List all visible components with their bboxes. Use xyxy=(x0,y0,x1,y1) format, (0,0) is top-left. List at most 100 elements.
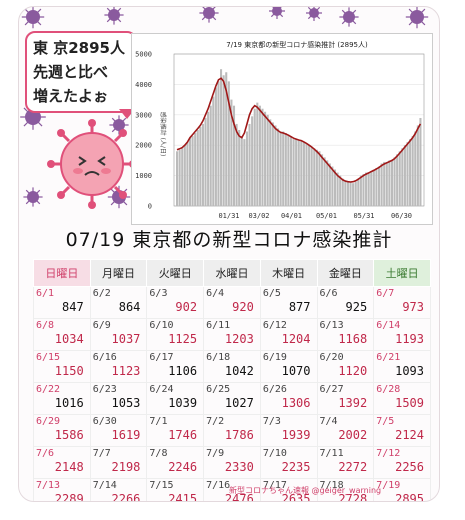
daily-bar xyxy=(393,157,396,206)
day-cell: 6/20 1120 xyxy=(316,350,375,383)
daily-bar xyxy=(401,148,404,206)
cell-value: 2124 xyxy=(395,428,424,442)
y-tick-label: 3000 xyxy=(135,111,152,119)
table-title: 07/19 東京都の新型コロナ感染推計 xyxy=(65,229,393,251)
daily-bar xyxy=(409,139,412,206)
cell-date: 7/16 xyxy=(206,480,231,491)
day-cell: 6/8 1034 xyxy=(33,318,91,351)
cell-value: 1392 xyxy=(338,396,368,410)
daily-bar xyxy=(199,126,202,206)
day-cell: 6/2 864 xyxy=(89,286,148,319)
daily-bar xyxy=(318,151,321,206)
cell-date: 7/14 xyxy=(92,480,117,491)
cell-date: 6/20 xyxy=(319,352,344,363)
cell-value: 2289 xyxy=(54,492,84,502)
daily-bar xyxy=(282,131,285,206)
cell-value: 1042 xyxy=(224,364,254,378)
cell-value: 1093 xyxy=(395,364,424,378)
cell-date: 7/2 xyxy=(206,416,225,427)
daily-bar xyxy=(333,169,337,206)
cell-date: 6/9 xyxy=(92,320,111,331)
daily-bar xyxy=(396,154,399,206)
daily-bar xyxy=(209,105,212,206)
day-cell: 7/11 2272 xyxy=(316,446,375,479)
day-cell: 6/27 1392 xyxy=(316,382,375,415)
cell-date: 6/12 xyxy=(262,320,287,331)
daily-bar xyxy=(251,116,254,206)
header-tuesday: 火曜日 xyxy=(146,259,205,287)
daily-estimate-table: 日曜日 月曜日 火曜日 水曜日 木曜日 金曜日 土曜日 6/1 847 6/2 864… xyxy=(33,259,431,502)
daily-bar xyxy=(339,175,342,206)
cell-value: 2728 xyxy=(338,492,368,502)
cell-value: 2635 xyxy=(281,492,311,502)
day-cell: 6/24 1039 xyxy=(146,382,205,415)
day-cell: 7/4 2002 xyxy=(316,414,375,447)
daily-bar xyxy=(176,151,179,206)
cell-date: 6/1 xyxy=(36,288,55,299)
cell-date: 7/4 xyxy=(319,416,338,427)
cell-value: 1125 xyxy=(168,332,198,346)
cell-date: 6/18 xyxy=(206,352,231,363)
table-row: 6/22 1016 6/23 1053 6/24 1039 6/25 1027 6/26 1306… xyxy=(33,382,431,415)
daily-bar xyxy=(372,169,375,206)
daily-bar xyxy=(308,145,311,206)
trend-line xyxy=(176,77,422,183)
cell-date: 6/5 xyxy=(262,288,281,299)
cell-value: 2002 xyxy=(338,428,368,442)
day-cell: 6/9 1037 xyxy=(89,318,148,351)
cell-date: 6/3 xyxy=(149,288,168,299)
day-cell: 7/14 2266 xyxy=(89,478,148,501)
y-tick-label: 0 xyxy=(148,203,152,211)
cell-value: 2235 xyxy=(281,460,311,474)
header-thursday: 木曜日 xyxy=(259,259,318,287)
daily-bar xyxy=(191,136,194,206)
cell-value: 864 xyxy=(118,300,141,314)
header-friday: 金曜日 xyxy=(316,259,375,287)
cell-date: 6/23 xyxy=(92,384,117,395)
daily-bar xyxy=(240,136,243,206)
y-tick-label: 4000 xyxy=(135,81,152,89)
daily-bar xyxy=(398,151,401,206)
day-cell: 6/1 847 xyxy=(33,286,91,319)
daily-bar xyxy=(292,139,295,206)
day-cell: 6/15 1150 xyxy=(33,350,91,383)
daily-bar xyxy=(232,105,236,206)
chart-title: 7/19 東京都の新型コロナ感染推計 (2895人) xyxy=(226,40,368,49)
y-axis-label: 感染推計 (人/日) xyxy=(159,112,167,157)
daily-bar xyxy=(383,161,386,206)
daily-bar xyxy=(331,166,334,206)
day-cell: 6/12 1204 xyxy=(259,318,318,351)
header-saturday: 土曜日 xyxy=(373,259,431,287)
daily-bar xyxy=(419,117,422,206)
day-cell: 6/5 877 xyxy=(259,286,318,319)
daily-bar xyxy=(284,133,287,206)
daily-bar xyxy=(300,140,303,206)
cell-date: 6/24 xyxy=(149,384,174,395)
cell-date: 6/25 xyxy=(206,384,231,395)
cell-date: 6/27 xyxy=(319,384,344,395)
daily-bar xyxy=(186,142,189,206)
daily-bar xyxy=(207,111,210,206)
day-cell: 6/10 1125 xyxy=(146,318,205,351)
daily-bar xyxy=(230,99,233,206)
cell-date: 7/1 xyxy=(149,416,168,427)
cell-value: 925 xyxy=(345,300,368,314)
virus-icon xyxy=(20,104,46,130)
virus-icon xyxy=(23,187,43,207)
daily-bar xyxy=(214,87,217,206)
day-cell: 6/13 1168 xyxy=(316,318,375,351)
speech-line-2: 先週と比べ xyxy=(33,63,109,81)
cell-value: 1027 xyxy=(224,396,254,410)
daily-bar xyxy=(295,139,298,206)
cell-date: 6/6 xyxy=(319,288,338,299)
daily-bar xyxy=(411,136,414,206)
day-cell: 6/26 1306 xyxy=(259,382,318,415)
daily-bar xyxy=(204,117,207,206)
daily-bar xyxy=(305,143,308,206)
daily-bar xyxy=(385,161,388,206)
infographic-card: 東 京2895人 先週と比べ 増えたよぉ 7/19 東京都の新型コロナ感染推計 … xyxy=(18,6,440,502)
table-row: 6/15 1150 6/16 1123 6/17 1106 6/18 1042 6/19 1070… xyxy=(33,350,431,383)
header-sunday: 日曜日 xyxy=(33,259,91,287)
cell-value: 2148 xyxy=(54,460,84,474)
cell-date: 7/12 xyxy=(376,448,401,459)
